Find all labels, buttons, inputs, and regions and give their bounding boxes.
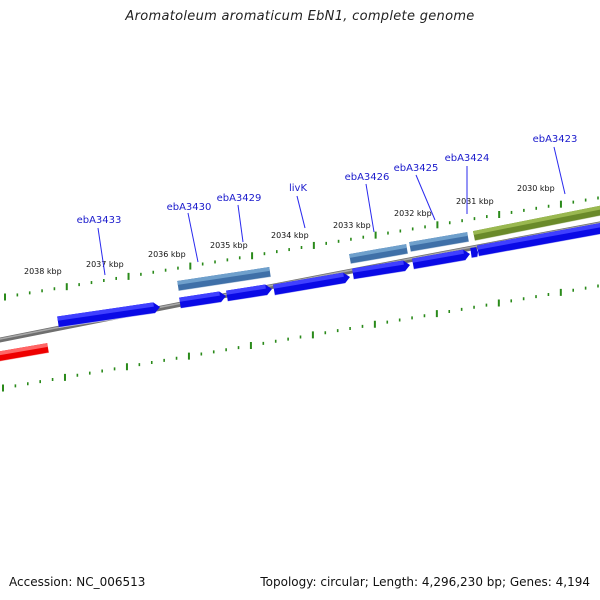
scale-label: 2031 kbp <box>456 197 494 206</box>
gene-label-leader <box>296 195 306 229</box>
gene-ebA3425-edge <box>410 241 469 253</box>
cds-ebA3430-edge <box>180 301 221 309</box>
cds-livK-shine <box>273 272 344 289</box>
topology-text: Topology: circular; Length: 4,296,230 bp… <box>260 575 590 589</box>
gene-ebA3430 <box>177 267 271 292</box>
red-feature-edge <box>0 352 49 363</box>
gene-label: ebA3423 <box>533 134 578 145</box>
cds-ebA3426-shine <box>352 260 404 273</box>
gene-label: ebA3424 <box>445 153 490 164</box>
cds-ebA3425-edge <box>413 259 466 270</box>
cds-ebA3429-edge <box>227 294 267 302</box>
cds-ebA3426-edge <box>353 270 406 280</box>
feature-ebA3423-edge <box>474 214 600 242</box>
scale-label: 2033 kbp <box>333 221 371 230</box>
features <box>0 205 600 363</box>
map-title: Aromatoleum aromaticum EbN1, complete ge… <box>125 9 475 24</box>
feature-ebA3423 <box>473 205 600 242</box>
cds-ebA3424-body <box>470 247 479 258</box>
cds-ebA3423 <box>477 222 600 257</box>
cds-ebA3423-edge <box>478 232 600 257</box>
cds-ebA3430-shine <box>179 291 220 302</box>
cds-ebA3423-shine <box>477 222 600 250</box>
gene-label-leader <box>187 212 199 263</box>
gene-ebA3425 <box>409 232 469 253</box>
cds-ebA3433-shine <box>57 302 154 321</box>
labels: 2038 kbp 2037 kbp 2036 kbp 2035 kbp 2034 kbp… <box>24 134 577 276</box>
cds-ebA3426 <box>352 260 411 280</box>
cds-ebA3425 <box>412 249 470 270</box>
gene-label-leader <box>97 227 106 276</box>
gene-label: livK <box>289 183 307 194</box>
cds-ebA3430 <box>179 291 226 309</box>
gene-label-leader <box>365 183 375 233</box>
scale-label: 2038 kbp <box>24 267 62 276</box>
scale-label: 2035 kbp <box>210 241 248 250</box>
scale-label: 2030 kbp <box>517 184 555 193</box>
cds-ebA3429 <box>226 284 273 302</box>
gene-ebA3426 <box>349 244 408 265</box>
red-feature-shine <box>0 343 48 356</box>
scale-label: 2037 kbp <box>86 260 124 269</box>
gene-label: ebA3425 <box>394 163 439 174</box>
cds-ebA3429-shine <box>226 284 266 295</box>
gene-label: ebA3429 <box>217 193 262 204</box>
scale-label: 2036 kbp <box>148 250 186 259</box>
gene-label: ebA3426 <box>345 172 390 183</box>
gene-ebA3426-edge <box>350 253 408 265</box>
gene-ebA3425-shine <box>409 232 468 246</box>
scale-label: 2032 kbp <box>394 209 432 218</box>
cds-ebA3425-shine <box>412 249 464 263</box>
feature-ebA3423-shine <box>473 205 600 235</box>
cds-ebA3433 <box>57 302 160 328</box>
scale-label: 2034 kbp <box>271 231 309 240</box>
cds-ebA3424-edge <box>471 256 478 259</box>
tick-marks <box>2 196 599 392</box>
gene-label-leader <box>553 146 566 195</box>
gene-label-leader <box>237 204 244 243</box>
cds-livK <box>273 272 351 296</box>
gene-ebA3426-shine <box>349 244 407 258</box>
cds-livK-edge <box>274 282 346 296</box>
red-feature <box>0 343 49 363</box>
gene-ebA3430-shine <box>177 267 270 285</box>
cds-ebA3424 <box>470 247 479 259</box>
gene-label: ebA3433 <box>77 215 122 226</box>
accession-text: Accession: NC_006513 <box>9 575 146 589</box>
gene-label-leader <box>415 174 436 221</box>
cds-ebA3433-edge <box>58 312 155 328</box>
gene-ebA3430-edge <box>178 276 271 292</box>
gene-label: ebA3430 <box>167 202 212 213</box>
